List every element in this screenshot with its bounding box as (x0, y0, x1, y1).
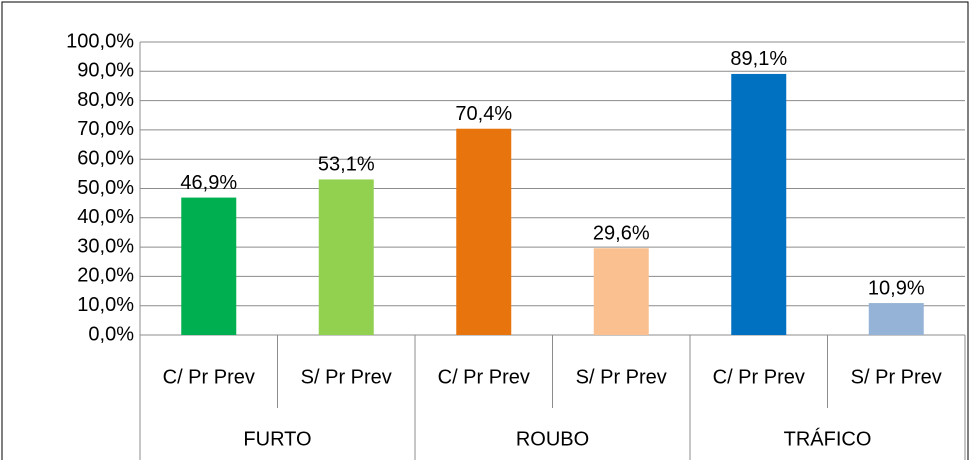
data-label: 53,1% (318, 154, 375, 176)
x-tick-label: C/ Pr Prev (163, 366, 255, 388)
group-label: FURTO (243, 428, 311, 450)
x-tick-label: S/ Pr Prev (576, 366, 667, 388)
group-label: ROUBO (516, 428, 589, 450)
y-tick-label: 10,0% (77, 294, 134, 316)
group-label: TRÁFICO (784, 427, 872, 450)
y-tick-label: 50,0% (77, 177, 134, 199)
data-label: 10,9% (868, 277, 925, 299)
data-label: 29,6% (593, 223, 650, 245)
data-label: 89,1% (730, 48, 787, 70)
y-tick-label: 60,0% (77, 147, 134, 169)
y-tick-label: 40,0% (77, 206, 134, 228)
y-tick-label: 30,0% (77, 235, 134, 257)
y-tick-label: 70,0% (77, 118, 134, 140)
data-label: 46,9% (180, 172, 237, 194)
bar (593, 248, 649, 335)
x-tick-label: C/ Pr Prev (438, 366, 530, 388)
y-tick-label: 100,0% (66, 30, 134, 52)
y-tick-label: 20,0% (77, 265, 134, 287)
y-tick-label: 90,0% (77, 60, 134, 82)
y-tick-label: 0,0% (88, 323, 134, 345)
x-tick-label: S/ Pr Prev (301, 366, 392, 388)
bar (731, 73, 787, 335)
bar (181, 197, 237, 335)
bar (868, 303, 924, 335)
x-tick-label: C/ Pr Prev (713, 366, 805, 388)
x-tick-label: S/ Pr Prev (851, 366, 942, 388)
bar (318, 179, 374, 335)
data-label: 70,4% (455, 103, 512, 125)
bar (456, 128, 512, 335)
y-tick-label: 80,0% (77, 89, 134, 111)
